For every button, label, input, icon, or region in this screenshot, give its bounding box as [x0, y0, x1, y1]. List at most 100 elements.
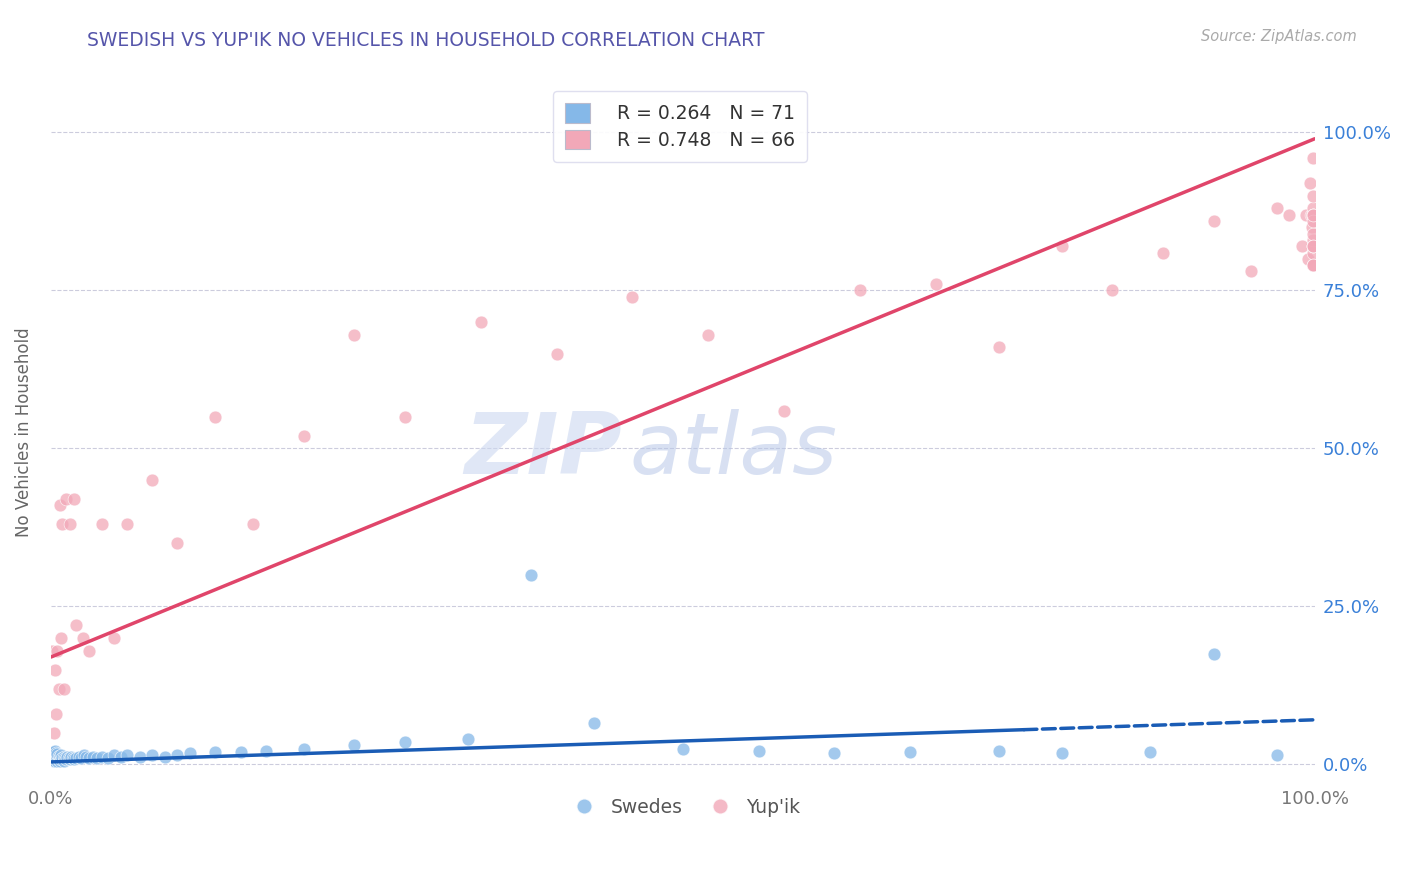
Point: [1302, 214, 1324, 228]
Point: [1301, 220, 1323, 235]
Point: [110, 749, 132, 764]
Point: [1050, 239, 1073, 253]
Point: [44, 751, 66, 765]
Point: [1302, 245, 1324, 260]
Point: [75, 749, 97, 764]
Point: [179, 746, 201, 760]
Point: [987, 743, 1010, 757]
Point: [41, 751, 63, 765]
Point: [49, 749, 72, 764]
Point: [1202, 214, 1225, 228]
Point: [65, 751, 87, 765]
Point: [44, 747, 66, 762]
Point: [824, 746, 846, 760]
Point: [59, 517, 82, 532]
Point: [1302, 239, 1324, 253]
Point: [41, 746, 63, 760]
Legend: Swedes, Yup'ik: Swedes, Yup'ik: [558, 790, 808, 824]
Text: SWEDISH VS YUP'IK NO VEHICLES IN HOUSEHOLD CORRELATION CHART: SWEDISH VS YUP'IK NO VEHICLES IN HOUSEHO…: [87, 31, 765, 50]
Point: [1298, 176, 1320, 190]
Y-axis label: No Vehicles in Household: No Vehicles in Household: [15, 328, 32, 538]
Point: [44, 743, 66, 757]
Point: [52, 681, 75, 696]
Point: [90, 749, 112, 764]
Point: [1278, 208, 1301, 222]
Point: [394, 409, 416, 424]
Point: [86, 751, 108, 765]
Point: [41, 752, 63, 766]
Point: [204, 745, 226, 759]
Point: [1302, 233, 1324, 247]
Point: [166, 536, 188, 550]
Point: [42, 745, 65, 759]
Point: [53, 751, 76, 765]
Point: [46, 747, 69, 762]
Point: [41, 643, 63, 657]
Point: [48, 748, 70, 763]
Point: [394, 735, 416, 749]
Point: [1295, 208, 1317, 222]
Point: [46, 754, 69, 768]
Point: [51, 751, 73, 765]
Point: [58, 751, 80, 765]
Point: [90, 517, 112, 532]
Text: Source: ZipAtlas.com: Source: ZipAtlas.com: [1201, 29, 1357, 44]
Point: [292, 741, 315, 756]
Point: [1265, 202, 1288, 216]
Point: [45, 752, 67, 766]
Point: [115, 517, 138, 532]
Point: [153, 749, 176, 764]
Point: [52, 749, 75, 764]
Point: [46, 751, 69, 765]
Point: [672, 741, 695, 756]
Point: [48, 752, 70, 766]
Point: [546, 346, 568, 360]
Point: [51, 631, 73, 645]
Point: [49, 499, 72, 513]
Point: [292, 429, 315, 443]
Point: [1302, 239, 1324, 253]
Point: [1152, 245, 1174, 260]
Point: [49, 754, 72, 768]
Point: [1302, 239, 1324, 253]
Point: [1302, 208, 1324, 222]
Point: [1302, 258, 1324, 272]
Point: [773, 403, 796, 417]
Point: [60, 749, 83, 764]
Point: [166, 747, 188, 762]
Point: [621, 290, 644, 304]
Point: [1298, 252, 1320, 266]
Point: [141, 473, 163, 487]
Point: [1302, 208, 1324, 222]
Point: [65, 618, 87, 632]
Point: [45, 746, 67, 760]
Point: [141, 747, 163, 762]
Point: [77, 751, 100, 765]
Text: atlas: atlas: [630, 409, 838, 491]
Point: [1291, 239, 1313, 253]
Point: [82, 749, 104, 764]
Point: [1302, 208, 1324, 222]
Point: [55, 752, 77, 766]
Point: [848, 284, 870, 298]
Point: [44, 663, 66, 677]
Point: [42, 754, 65, 768]
Point: [42, 751, 65, 765]
Point: [343, 739, 366, 753]
Point: [1240, 264, 1263, 278]
Point: [1302, 227, 1324, 241]
Point: [1265, 747, 1288, 762]
Point: [51, 752, 73, 766]
Point: [51, 747, 73, 762]
Point: [70, 751, 93, 765]
Point: [254, 743, 277, 757]
Point: [1139, 745, 1161, 759]
Point: [42, 726, 65, 740]
Point: [67, 749, 90, 764]
Point: [41, 749, 63, 764]
Point: [1202, 647, 1225, 661]
Point: [898, 745, 921, 759]
Point: [470, 315, 492, 329]
Point: [1302, 188, 1324, 202]
Point: [52, 754, 75, 768]
